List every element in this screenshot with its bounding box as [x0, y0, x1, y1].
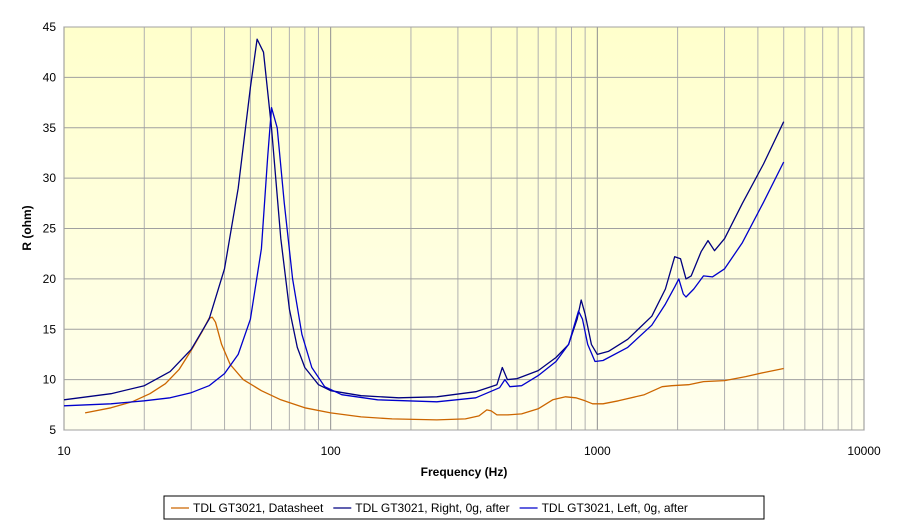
y-tick-label: 35 [43, 121, 57, 135]
x-tick-label: 10 [57, 444, 71, 458]
legend-label-2: TDL GT3021, Right, 0g, after [355, 501, 509, 515]
y-tick-label: 25 [43, 222, 57, 236]
series-line-2 [63, 38, 785, 401]
y-axis-title: R (ohm) [20, 205, 34, 250]
y-tick-label: 10 [43, 373, 57, 387]
y-tick-label: 5 [49, 423, 56, 437]
x-axis-title: Frequency (Hz) [421, 465, 508, 479]
y-tick-label: 30 [43, 171, 57, 185]
y-tick-label: 20 [43, 272, 57, 286]
y-tick-label: 40 [43, 70, 57, 84]
grid [63, 26, 865, 431]
y-tick-label: 45 [43, 20, 57, 34]
x-tick-label: 100 [321, 444, 341, 458]
x-tick-label: 1000 [584, 444, 611, 458]
series-line-3 [63, 106, 785, 407]
legend-items: TDL GT3021, Datasheet TDL GT3021, Right, … [171, 501, 688, 515]
legend-label-3: TDL GT3021, Left, 0g, after [542, 501, 688, 515]
y-tick-label: 15 [43, 322, 57, 336]
series-group [63, 38, 785, 421]
legend-box [163, 495, 765, 520]
x-tick-label: 10000 [847, 444, 881, 458]
legend: TDL GT3021, Datasheet TDL GT3021, Right, … [163, 495, 765, 520]
legend-label-1: TDL GT3021, Datasheet [193, 501, 324, 515]
